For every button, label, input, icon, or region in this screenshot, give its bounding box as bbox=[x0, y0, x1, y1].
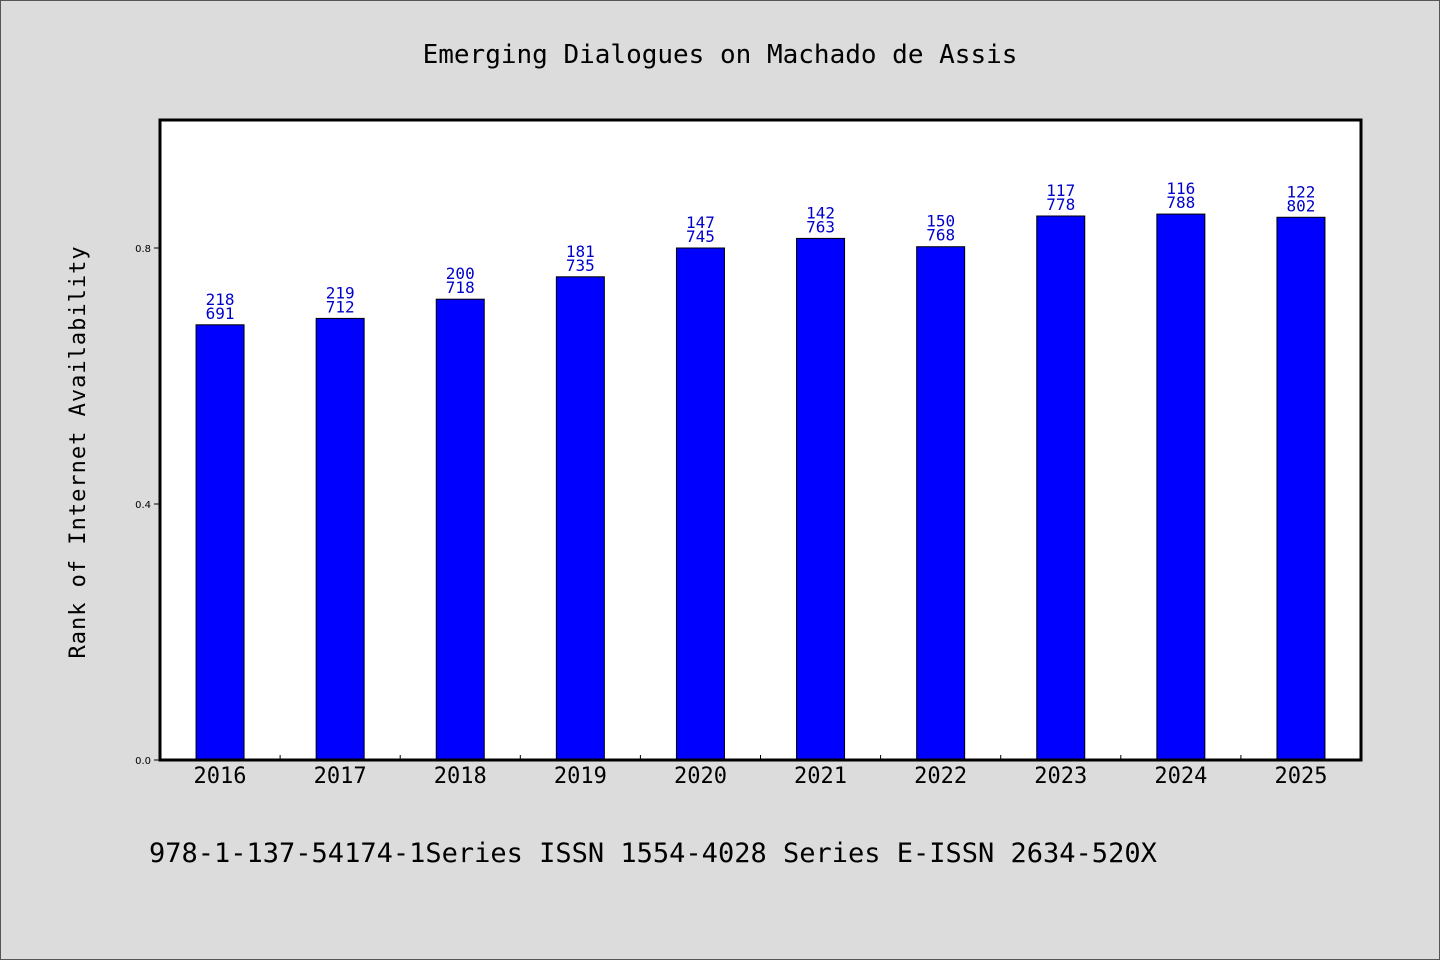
bar-2023 bbox=[1036, 215, 1086, 761]
x-axis-ticks: 2016 2017 2018 2019 2020 2021 2022 2023 2024 2025 bbox=[194, 755, 1327, 789]
x-tick-label-2025: 2025 bbox=[1274, 764, 1327, 789]
data-label-2022-2: 768 bbox=[926, 226, 955, 245]
x-tick-label-2024: 2024 bbox=[1154, 764, 1207, 789]
bar-2020 bbox=[675, 247, 725, 761]
bars-group bbox=[195, 213, 1326, 761]
data-label-2020-1: 147 bbox=[686, 213, 715, 232]
y-tick-label-0: 0.0 bbox=[135, 756, 151, 767]
data-label-2016-2: 691 bbox=[206, 304, 235, 323]
chart-title: Emerging Dialogues on Machado de Assis bbox=[423, 40, 1018, 70]
data-label-2018-1: 200 bbox=[446, 264, 475, 283]
bar-2019 bbox=[555, 276, 605, 761]
x-tick-label-2021: 2021 bbox=[794, 764, 847, 789]
bar-2022 bbox=[916, 246, 966, 761]
x-tick-label-2018: 2018 bbox=[434, 764, 487, 789]
data-label-2017-2: 712 bbox=[326, 297, 355, 316]
y-axis-ticks: 0.0 0.4 0.8 bbox=[135, 244, 160, 767]
bar-2024 bbox=[1156, 213, 1206, 761]
data-label-2025-2: 802 bbox=[1286, 196, 1315, 215]
x-tick-label-2020: 2020 bbox=[674, 764, 727, 789]
bar-2017 bbox=[315, 317, 365, 761]
x-tick-label-2016: 2016 bbox=[194, 764, 247, 789]
data-label-2022-1: 150 bbox=[926, 212, 955, 231]
data-label-2021-1: 142 bbox=[806, 203, 835, 222]
data-label-2017-1: 219 bbox=[326, 283, 355, 302]
data-label-2016-1: 218 bbox=[206, 290, 235, 309]
footer-isbn-issn: 978-1-137-54174-1Series ISSN 1554-4028 S… bbox=[149, 838, 1157, 869]
bar-2025 bbox=[1276, 216, 1326, 761]
y-axis-label: Rank of Internet Availability bbox=[66, 245, 91, 658]
bar-2018 bbox=[435, 298, 485, 761]
data-label-2018-2: 718 bbox=[446, 278, 475, 297]
x-tick-label-2023: 2023 bbox=[1034, 764, 1087, 789]
plot-frame bbox=[158, 118, 1363, 762]
data-label-2019-2: 735 bbox=[566, 256, 595, 275]
data-label-2024-1: 116 bbox=[1166, 179, 1195, 198]
data-label-2025-1: 122 bbox=[1286, 182, 1315, 201]
y-tick-label-2: 0.8 bbox=[135, 244, 151, 255]
x-tick-label-2019: 2019 bbox=[554, 764, 607, 789]
x-tick-label-2017: 2017 bbox=[314, 764, 367, 789]
data-label-2023-2: 778 bbox=[1046, 195, 1075, 214]
data-label-2021-2: 763 bbox=[806, 217, 835, 236]
data-label-2019-1: 181 bbox=[566, 242, 595, 261]
bar-2016 bbox=[195, 324, 245, 761]
bar-2021 bbox=[796, 237, 846, 761]
y-tick-label-1: 0.4 bbox=[135, 500, 151, 511]
x-tick-label-2022: 2022 bbox=[914, 764, 967, 789]
data-label-2023-1: 117 bbox=[1046, 181, 1075, 200]
data-label-2024-2: 788 bbox=[1166, 193, 1195, 212]
data-label-2020-2: 745 bbox=[686, 227, 715, 246]
